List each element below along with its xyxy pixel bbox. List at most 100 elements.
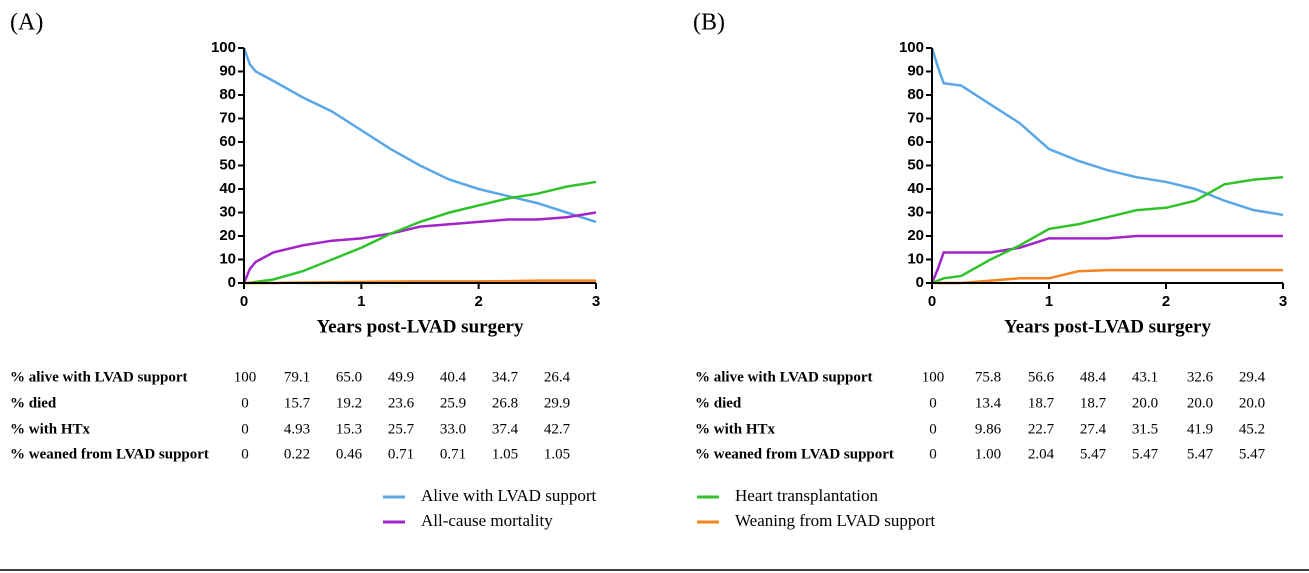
table-cell: 65.0 bbox=[336, 369, 362, 385]
table-cell: 26.4 bbox=[544, 369, 571, 385]
legend-label: Heart transplantation bbox=[735, 486, 879, 505]
table-cell: 29.4 bbox=[1239, 369, 1266, 385]
legend-label: Alive with LVAD support bbox=[421, 486, 596, 505]
series-line bbox=[932, 268, 1283, 285]
table-cell: 0.71 bbox=[440, 446, 466, 462]
table-cell: 1.05 bbox=[544, 446, 570, 462]
table-cell: 18.7 bbox=[1080, 395, 1107, 411]
legend-label: Weaning from LVAD support bbox=[735, 511, 936, 530]
series-line bbox=[930, 234, 1283, 284]
series-line bbox=[242, 47, 597, 224]
table-cell: 48.4 bbox=[1080, 369, 1107, 385]
table-cell: 33.0 bbox=[440, 421, 466, 437]
y-tick-label: 60 bbox=[907, 133, 924, 150]
table-cell: 75.8 bbox=[975, 369, 1001, 385]
series-line bbox=[244, 180, 597, 285]
y-tick-label: 10 bbox=[907, 250, 924, 267]
table-cell: 0 bbox=[241, 446, 249, 462]
table-cell: 37.4 bbox=[492, 421, 519, 437]
legend-label: All-cause mortality bbox=[421, 511, 553, 530]
y-tick-label: 70 bbox=[907, 109, 924, 126]
row-label: % weaned from LVAD support bbox=[695, 446, 894, 462]
table-cell: 15.7 bbox=[284, 395, 311, 411]
y-tick-label: 90 bbox=[219, 62, 236, 79]
table-cell: 18.7 bbox=[1028, 395, 1055, 411]
row-label: % alive with LVAD support bbox=[10, 369, 188, 385]
x-tick-label: 3 bbox=[1279, 293, 1287, 310]
y-tick-label: 40 bbox=[219, 180, 236, 197]
table-cell: 5.47 bbox=[1132, 446, 1159, 462]
row-label: % with HTx bbox=[10, 421, 91, 437]
row-label: % died bbox=[695, 395, 742, 411]
table-cell: 79.1 bbox=[284, 369, 310, 385]
row-label: % weaned from LVAD support bbox=[10, 446, 209, 462]
table-cell: 0 bbox=[241, 395, 249, 411]
y-tick-label: 40 bbox=[907, 180, 924, 197]
table-cell: 0.46 bbox=[336, 446, 363, 462]
table-cell: 23.6 bbox=[388, 395, 415, 411]
y-tick-label: 60 bbox=[219, 133, 236, 150]
y-tick-label: 100 bbox=[899, 39, 924, 56]
table-cell: 43.1 bbox=[1132, 369, 1158, 385]
table-cell: 19.2 bbox=[336, 395, 362, 411]
table-cell: 25.7 bbox=[388, 421, 415, 437]
table-cell: 49.9 bbox=[388, 369, 414, 385]
table-cell: 9.86 bbox=[975, 421, 1002, 437]
x-tick-label: 2 bbox=[1162, 293, 1170, 310]
row-label: % alive with LVAD support bbox=[695, 369, 873, 385]
table-cell: 32.6 bbox=[1187, 369, 1214, 385]
y-tick-label: 100 bbox=[211, 39, 236, 56]
x-tick-label: 1 bbox=[357, 293, 365, 310]
x-tick-label: 0 bbox=[928, 293, 936, 310]
x-axis-label: Years post-LVAD surgery bbox=[1004, 316, 1211, 337]
table-cell: 0 bbox=[929, 446, 937, 462]
table-cell: 1.00 bbox=[975, 446, 1001, 462]
x-tick-label: 3 bbox=[592, 293, 600, 310]
y-tick-label: 90 bbox=[907, 62, 924, 79]
table-cell: 0 bbox=[929, 395, 937, 411]
table-cell: 20.0 bbox=[1132, 395, 1158, 411]
series-line bbox=[931, 176, 1284, 285]
y-tick-label: 30 bbox=[219, 203, 236, 220]
table-cell: 5.47 bbox=[1187, 446, 1214, 462]
y-tick-label: 20 bbox=[907, 227, 924, 244]
table-cell: 56.6 bbox=[1028, 369, 1055, 385]
table-cell: 45.2 bbox=[1239, 421, 1265, 437]
table-cell: 41.9 bbox=[1187, 421, 1213, 437]
table-cell: 13.4 bbox=[975, 395, 1002, 411]
y-tick-label: 80 bbox=[907, 86, 924, 103]
table-cell: 5.47 bbox=[1080, 446, 1107, 462]
x-tick-label: 0 bbox=[240, 293, 248, 310]
table-cell: 22.7 bbox=[1028, 421, 1055, 437]
table-cell: 4.93 bbox=[284, 421, 310, 437]
row-label: % with HTx bbox=[695, 421, 776, 437]
table-cell: 0.22 bbox=[284, 446, 310, 462]
table-cell: 0.71 bbox=[388, 446, 414, 462]
y-tick-label: 0 bbox=[228, 274, 236, 291]
table-cell: 40.4 bbox=[440, 369, 467, 385]
table-cell: 15.3 bbox=[336, 421, 362, 437]
panel-label: (B) bbox=[693, 10, 725, 36]
table-cell: 31.5 bbox=[1132, 421, 1158, 437]
y-tick-label: 80 bbox=[219, 86, 236, 103]
table-cell: 1.05 bbox=[492, 446, 518, 462]
y-tick-label: 0 bbox=[916, 274, 924, 291]
table-cell: 20.0 bbox=[1187, 395, 1213, 411]
y-tick-label: 50 bbox=[219, 156, 236, 173]
y-tick-label: 30 bbox=[907, 203, 924, 220]
table-cell: 29.9 bbox=[544, 395, 570, 411]
table-cell: 5.47 bbox=[1239, 446, 1266, 462]
table-cell: 34.7 bbox=[492, 369, 519, 385]
y-tick-label: 10 bbox=[219, 250, 236, 267]
series-line bbox=[930, 47, 1284, 217]
y-tick-label: 70 bbox=[219, 109, 236, 126]
table-cell: 25.9 bbox=[440, 395, 466, 411]
x-tick-label: 2 bbox=[474, 293, 482, 310]
row-label: % died bbox=[10, 395, 57, 411]
table-cell: 100 bbox=[234, 369, 257, 385]
x-tick-label: 1 bbox=[1045, 293, 1053, 310]
table-cell: 2.04 bbox=[1028, 446, 1055, 462]
x-axis-label: Years post-LVAD surgery bbox=[317, 316, 524, 337]
table-cell: 0 bbox=[929, 421, 937, 437]
table-cell: 20.0 bbox=[1239, 395, 1265, 411]
